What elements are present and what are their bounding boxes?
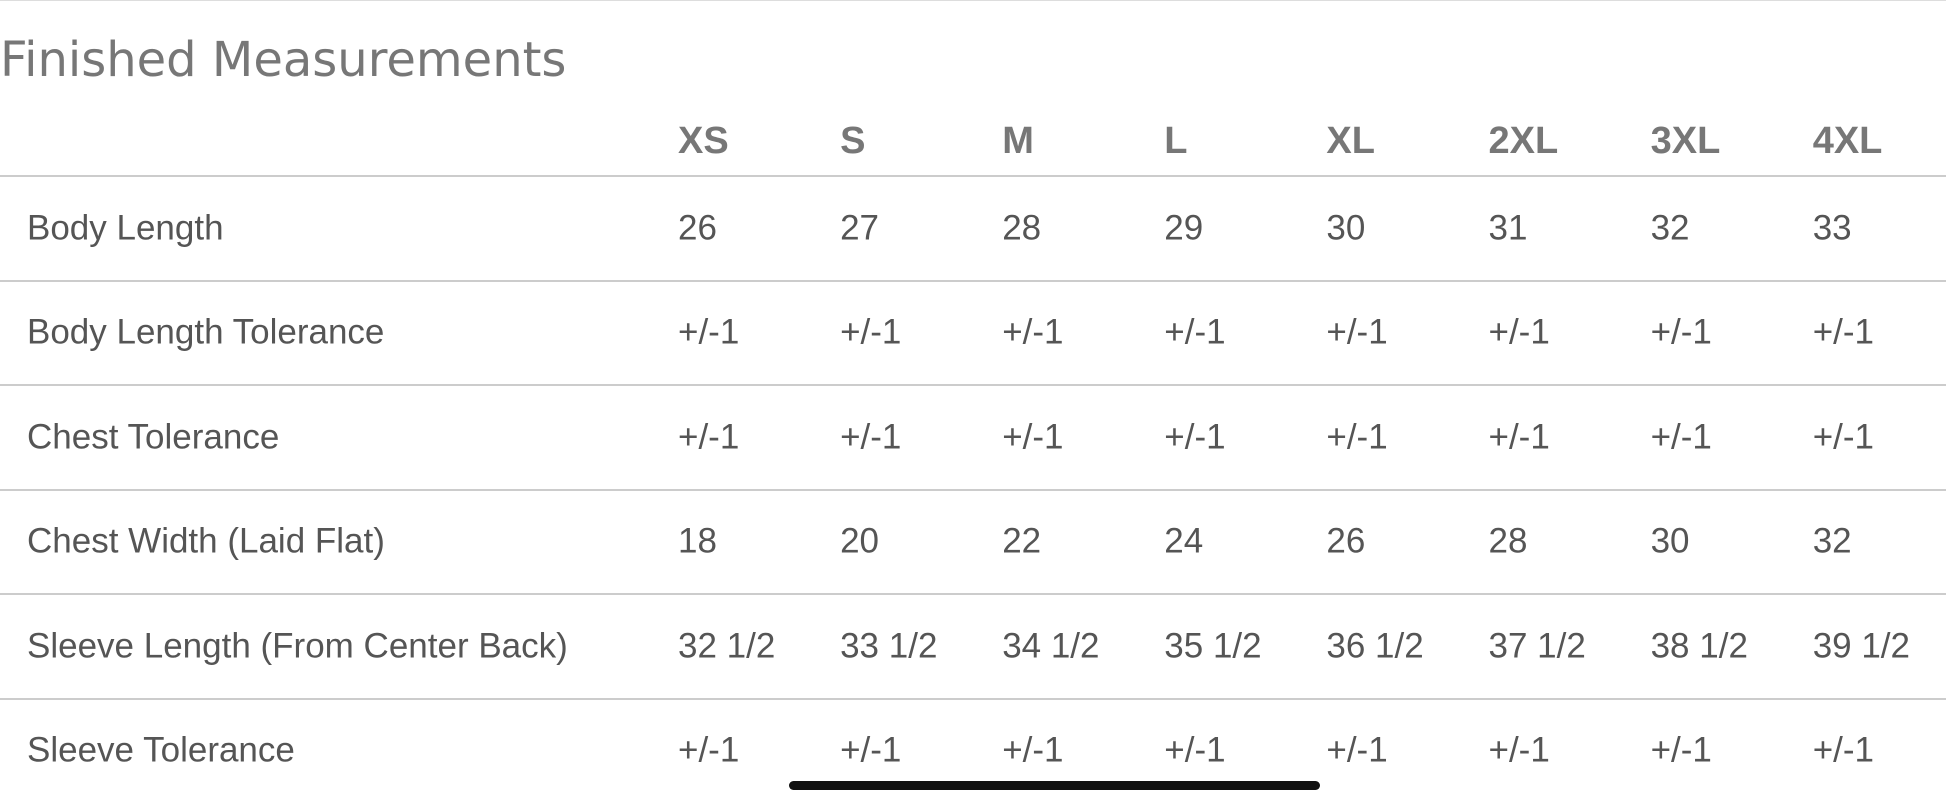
cell: 38 1/2 xyxy=(1650,626,1748,666)
title: Finished Measurements xyxy=(0,32,567,88)
cell: 37 1/2 xyxy=(1488,626,1586,666)
cell: +/-1 xyxy=(1002,312,1064,352)
top-border xyxy=(0,0,1946,1)
cell: 32 xyxy=(1812,521,1852,561)
cell: 33 xyxy=(1812,208,1852,248)
cell: +/-1 xyxy=(1164,312,1226,352)
row-rule xyxy=(0,280,1946,282)
cell: 28 xyxy=(1488,521,1528,561)
column-header: S xyxy=(840,120,866,162)
row-label: Sleeve Tolerance xyxy=(27,730,295,770)
cell: +/-1 xyxy=(1002,417,1064,457)
cell: +/-1 xyxy=(840,730,902,770)
column-header: 2XL xyxy=(1488,120,1559,162)
cell: +/-1 xyxy=(1326,730,1388,770)
column-header: 3XL xyxy=(1650,120,1721,162)
cell: +/-1 xyxy=(1326,312,1388,352)
column-header: XS xyxy=(678,120,729,162)
cell: +/-1 xyxy=(1488,417,1550,457)
cell: 26 xyxy=(678,208,717,248)
cell: 30 xyxy=(1650,521,1690,561)
cell: +/-1 xyxy=(678,417,740,457)
cell: +/-1 xyxy=(678,312,740,352)
cell: +/-1 xyxy=(1488,312,1550,352)
row-rule xyxy=(0,697,1946,700)
row-label: Sleeve Length (From Center Back) xyxy=(27,626,568,666)
cell: 35 1/2 xyxy=(1164,626,1262,666)
cell: +/-1 xyxy=(1164,730,1226,770)
home-indicator xyxy=(789,781,1320,790)
row-label: Body Length xyxy=(27,208,224,248)
cell: +/-1 xyxy=(1812,312,1874,352)
column-header: XL xyxy=(1326,120,1375,162)
cell: +/-1 xyxy=(840,312,902,352)
row-rule xyxy=(0,488,1946,491)
cell: 31 xyxy=(1488,208,1528,248)
cell: +/-1 xyxy=(1650,730,1712,770)
cell: 20 xyxy=(840,521,880,561)
cell: +/-1 xyxy=(1650,312,1712,352)
cell: +/-1 xyxy=(840,417,902,457)
cell: 27 xyxy=(840,208,880,248)
cell: +/-1 xyxy=(1812,730,1874,770)
cell: +/-1 xyxy=(1002,730,1064,770)
column-header: M xyxy=(1002,120,1034,162)
cell: 22 xyxy=(1002,521,1042,561)
cell: 32 xyxy=(1650,208,1690,248)
cell: 18 xyxy=(678,521,717,561)
row-label: Body Length Tolerance xyxy=(27,312,385,352)
cell: 39 1/2 xyxy=(1812,626,1910,666)
row-label: Chest Tolerance xyxy=(27,417,280,457)
row-label: Chest Width (Laid Flat) xyxy=(27,521,385,561)
cell: 24 xyxy=(1164,521,1204,561)
header-rule xyxy=(0,175,1946,177)
cell: +/-1 xyxy=(1812,417,1874,457)
cell: 36 1/2 xyxy=(1326,626,1424,666)
cell: 33 1/2 xyxy=(840,626,938,666)
cell: +/-1 xyxy=(1326,417,1388,457)
cell: 26 xyxy=(1326,521,1366,561)
cell: +/-1 xyxy=(1164,417,1226,457)
cell: 30 xyxy=(1326,208,1366,248)
cell: +/-1 xyxy=(678,730,740,770)
cell: +/-1 xyxy=(1488,730,1550,770)
cell: 32 1/2 xyxy=(678,626,776,666)
cell: +/-1 xyxy=(1650,417,1712,457)
cell: 29 xyxy=(1164,208,1204,248)
column-header: 4XL xyxy=(1812,120,1883,162)
row-rule xyxy=(0,384,1946,387)
cell: 28 xyxy=(1002,208,1042,248)
column-header: L xyxy=(1164,120,1188,162)
row-rule xyxy=(0,593,1946,596)
cell: 34 1/2 xyxy=(1002,626,1100,666)
